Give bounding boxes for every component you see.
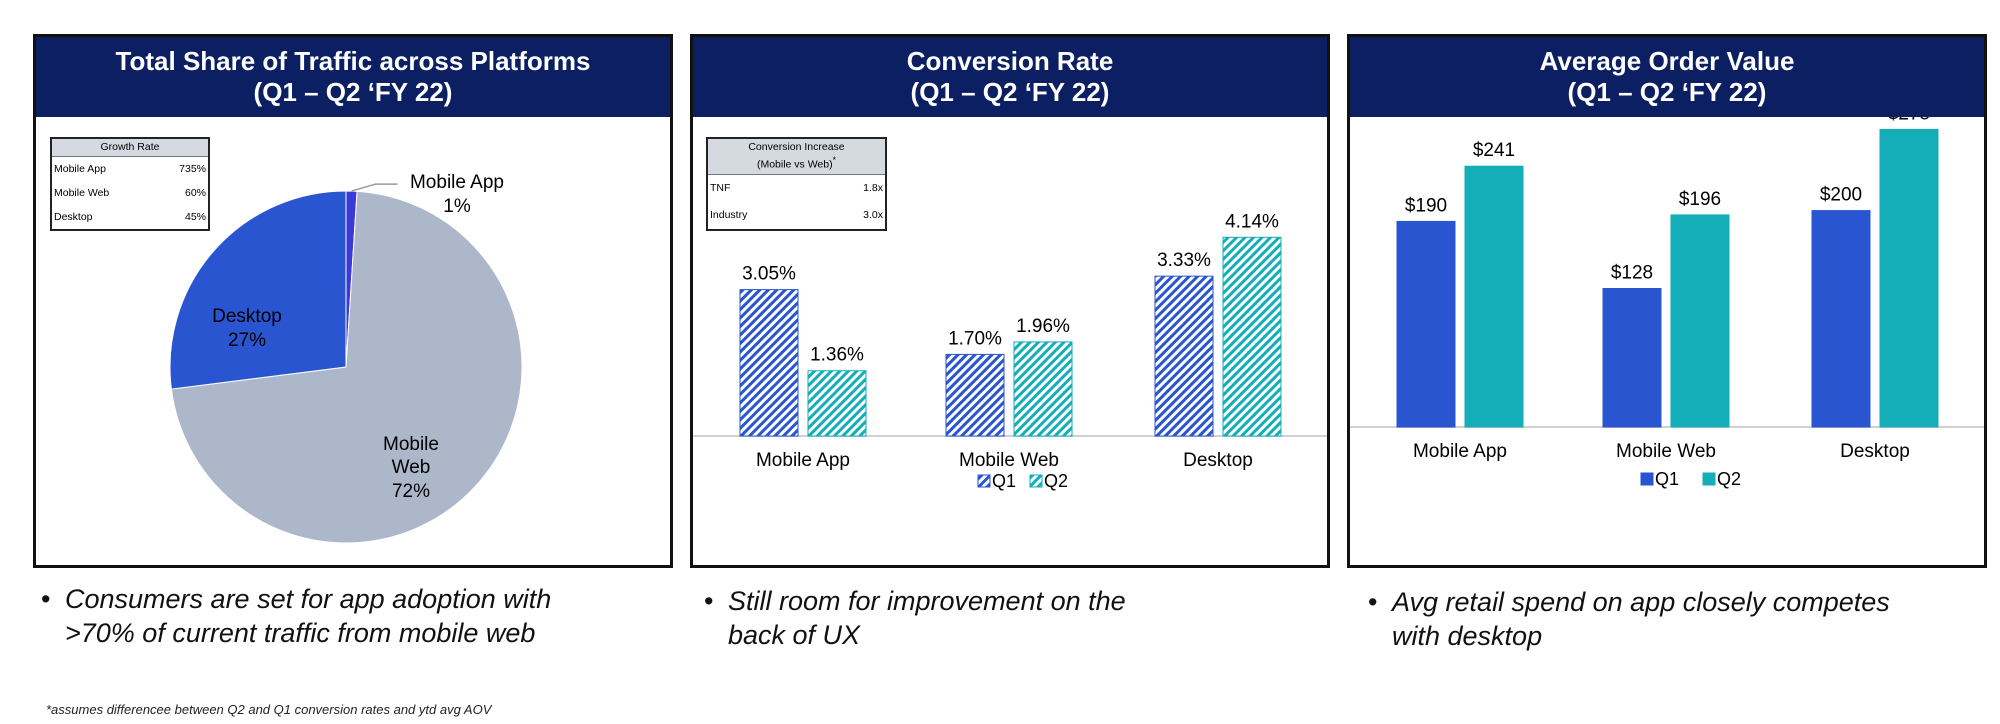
growth-row: Mobile App 735%: [52, 157, 208, 181]
growth-row-value: 45%: [184, 211, 206, 223]
conversion-row-label: Industry: [710, 209, 748, 221]
traffic-share-panel: Total Share of Traffic across Platforms …: [33, 34, 673, 568]
bar-data-label: $196: [1679, 189, 1721, 210]
conversion-insight-line1: Still room for improvement on the: [728, 586, 1126, 616]
conversion-rate-title: Conversion Rate: [906, 46, 1114, 76]
legend-label: Q2: [1044, 471, 1068, 491]
bar-data-label: $200: [1820, 185, 1862, 206]
bar-q2: [1670, 214, 1730, 428]
bar-q1: [739, 289, 799, 437]
aov-insight: • Avg retail spend on app closely compet…: [1368, 585, 1890, 653]
conversion-increase-header-text: (Mobile vs Web): [756, 158, 833, 171]
bar-data-label: 1.36%: [810, 345, 864, 366]
conversion-row: TNF 1.8x: [708, 175, 885, 202]
growth-row-label: Mobile App: [54, 163, 106, 175]
conversion-row-label: TNF: [710, 182, 731, 194]
bar-data-label: 1.96%: [1016, 316, 1070, 337]
bar-q1: [1811, 210, 1871, 428]
growth-rate-table: Growth Rate Mobile App 735% Mobile Web 60%…: [50, 137, 210, 231]
traffic-share-title: Total Share of Traffic across Platforms: [115, 46, 591, 76]
pie-label-name: Web: [392, 457, 431, 478]
aov-insight-line2: with desktop: [1392, 621, 1543, 651]
pie-label-value: 27%: [228, 330, 266, 351]
bullet-marker: •: [704, 586, 714, 616]
growth-row-label: Desktop: [54, 211, 93, 223]
bullet-marker: •: [1368, 587, 1378, 617]
bar-data-label: $190: [1405, 195, 1447, 216]
legend-label: Q1: [992, 471, 1016, 491]
bar-q1: [1602, 287, 1662, 428]
aov-bar-chart: $190 $241 Mobile App $128 $196 Mobile Web $200…: [1350, 117, 1984, 489]
category-label: Mobile Web: [1616, 441, 1716, 462]
aov-title: Average Order Value: [1539, 46, 1795, 76]
bar-q1: [1154, 275, 1214, 437]
footnote: *assumes differencee between Q2 and Q1 c…: [46, 702, 492, 717]
bar-data-label: 3.33%: [1157, 250, 1211, 271]
bar-q2: [1222, 236, 1282, 437]
growth-row-value: 735%: [179, 163, 206, 175]
legend-swatch-q1: [977, 474, 991, 488]
conversion-rate-panel: Conversion Rate (Q1 – Q2 ‘FY 22) 3.05% 1.…: [690, 34, 1330, 568]
pie-label-value: 72%: [392, 481, 430, 502]
aov-insight-line1: Avg retail spend on app closely competes: [1392, 587, 1890, 617]
traffic-insight-line1: Consumers are set for app adoption with: [65, 584, 552, 614]
category-label: Desktop: [1840, 441, 1910, 462]
category-label: Mobile App: [756, 450, 850, 471]
bullet-marker: •: [41, 584, 51, 614]
category-label: Mobile Web: [959, 450, 1059, 471]
bar-data-label: $128: [1611, 262, 1653, 283]
bar-q2: [1013, 341, 1073, 437]
conversion-increase-header-line1: Conversion Increase: [748, 141, 845, 153]
conversion-insight-line2: back of UX: [728, 620, 861, 650]
traffic-insight: • Consumers are set for app adoption wit…: [41, 582, 552, 650]
growth-row-label: Mobile Web: [54, 187, 110, 199]
bar-q1: [1396, 220, 1456, 428]
category-label: Mobile App: [1413, 441, 1507, 462]
pie-label-name: Desktop: [212, 306, 282, 327]
pie-slice-mobile-web: [170, 190, 523, 544]
conversion-row-value: 1.8x: [863, 182, 883, 194]
bar-data-label: $275: [1888, 117, 1930, 124]
bar-data-label: 3.05%: [742, 264, 796, 285]
pie-label-name: Mobile: [383, 434, 439, 455]
conversion-row: Industry 3.0x: [708, 202, 885, 229]
traffic-insight-line2: >70% of current traffic from mobile web: [65, 618, 536, 648]
bar-q2: [1879, 128, 1939, 428]
legend-label: Q1: [1655, 469, 1679, 489]
aov-panel: Average Order Value (Q1 – Q2 ‘FY 22) $19…: [1347, 34, 1987, 568]
conversion-increase-footnote-mark: *: [832, 155, 837, 165]
legend-swatch-q2: [1702, 472, 1716, 486]
conversion-insight: • Still room for improvement on the back…: [704, 584, 1126, 652]
conversion-bar-chart: 3.05% 1.36% Mobile App 1.70% 1.96% Mobile Web…: [693, 211, 1327, 491]
growth-row: Mobile Web 60%: [52, 181, 208, 205]
pie-slice-desktop: [169, 190, 347, 390]
bar-q2: [807, 370, 867, 437]
bar-q1: [945, 353, 1005, 437]
traffic-share-header: Total Share of Traffic across Platforms …: [36, 37, 670, 117]
legend-swatch-q2: [1029, 474, 1043, 488]
category-label: Desktop: [1183, 450, 1253, 471]
bar-q2: [1464, 165, 1524, 428]
conversion-rate-subtitle: (Q1 – Q2 ‘FY 22): [910, 77, 1110, 107]
bar-data-label: 4.14%: [1225, 211, 1279, 232]
conversion-increase-header-line2: (Mobile vs Web)*: [708, 154, 885, 172]
conversion-increase-table: Conversion Increase (Mobile vs Web)* TNF…: [706, 137, 887, 231]
growth-row: Desktop 45%: [52, 205, 208, 229]
pie-label-name: Mobile App: [410, 172, 504, 193]
conversion-increase-header: Conversion Increase (Mobile vs Web)*: [708, 139, 885, 175]
bar-data-label: 1.70%: [948, 328, 1002, 349]
pie-leader-line: [351, 183, 398, 192]
conversion-row-value: 3.0x: [863, 209, 883, 221]
legend-label: Q2: [1717, 469, 1741, 489]
aov-header: Average Order Value (Q1 – Q2 ‘FY 22): [1350, 37, 1984, 117]
bar-data-label: $241: [1473, 140, 1515, 161]
traffic-share-subtitle: (Q1 – Q2 ‘FY 22): [253, 77, 453, 107]
growth-row-value: 60%: [184, 187, 206, 199]
legend-swatch-q1: [1640, 472, 1654, 486]
growth-rate-header: Growth Rate: [52, 139, 208, 157]
conversion-rate-header: Conversion Rate (Q1 – Q2 ‘FY 22): [693, 37, 1327, 117]
aov-subtitle: (Q1 – Q2 ‘FY 22): [1567, 77, 1767, 107]
pie-label-value: 1%: [443, 196, 471, 217]
